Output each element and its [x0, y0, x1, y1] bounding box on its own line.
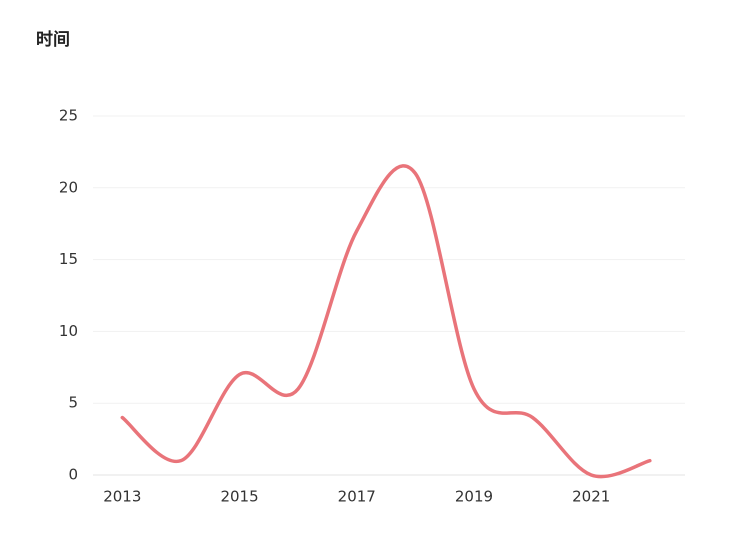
y-tick-label: 10: [59, 322, 78, 340]
y-tick-label: 5: [68, 394, 78, 412]
x-tick-label: 2015: [220, 488, 258, 506]
x-tick-label: 2017: [338, 488, 376, 506]
y-tick-label: 20: [59, 178, 78, 196]
line: [120, 164, 652, 479]
x-tick-label: 2019: [455, 488, 493, 506]
y-tick-label: 0: [68, 466, 78, 484]
x-tick-label: 2013: [103, 488, 141, 506]
chart-title: 时间: [36, 29, 70, 50]
x-tick-label: 2021: [572, 488, 610, 506]
y-tick-label: 15: [59, 250, 78, 268]
y-tick-label: 25: [59, 107, 78, 125]
